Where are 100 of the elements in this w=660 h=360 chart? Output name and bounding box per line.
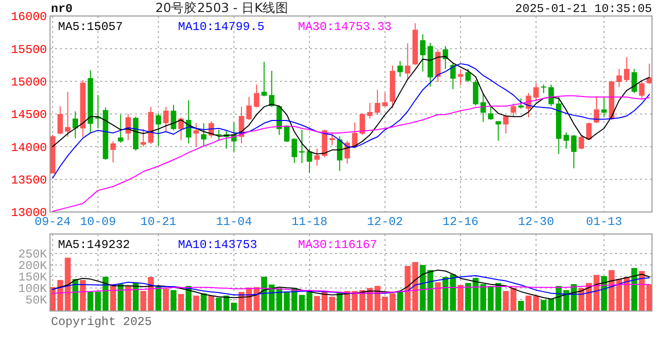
candlestick: [374, 89, 380, 116]
candlestick: [193, 122, 199, 148]
y-tick-label: 13500: [10, 174, 47, 188]
candlestick: [110, 140, 116, 163]
candlestick: [163, 106, 169, 132]
bar: [178, 294, 184, 311]
text: MA30:116167: [298, 238, 378, 252]
candlestick: [352, 122, 358, 148]
bar: [336, 292, 343, 311]
candlestick: [472, 80, 478, 106]
bar: [148, 276, 154, 311]
candlestick: [488, 106, 494, 120]
bar: [601, 276, 607, 311]
y-tick-label: 15500: [10, 42, 47, 57]
bar: [434, 282, 441, 311]
y-tick-label: 50K: [25, 294, 48, 308]
candlestick: [336, 136, 342, 172]
bar: [110, 284, 116, 311]
candlestick: [306, 148, 312, 174]
text: MA30:14753.33: [298, 20, 392, 34]
candlestick: [639, 80, 645, 99]
y-tick-label: 14000: [10, 140, 47, 155]
candlestick: [284, 124, 290, 143]
candlestick: [533, 82, 539, 101]
candlestick: [601, 97, 607, 118]
line-series: [52, 275, 650, 296]
x-tick-label: 11-04: [216, 215, 252, 229]
x-tick-label: 12-02: [366, 215, 403, 229]
candlestick: [382, 92, 388, 108]
chart-title: 20号胶2503 - 日K线图: [155, 0, 289, 15]
candlestick: [578, 134, 584, 150]
bar: [155, 286, 162, 311]
text: MA5:149232: [58, 238, 130, 252]
candlestick: [480, 93, 486, 122]
annotation: 2025-01-21 10:35:05: [515, 2, 652, 16]
x-tick-label: 12-16: [442, 215, 479, 229]
y-tick-label: 200K: [18, 259, 48, 274]
bar: [427, 270, 434, 311]
candlestick: [632, 68, 637, 94]
candlestick: [397, 60, 403, 78]
candlestick: [510, 103, 516, 118]
line-series: [52, 284, 650, 294]
candlestick: [458, 69, 464, 86]
candlestick: [329, 132, 335, 146]
candlestick: [571, 134, 577, 169]
candlestick: [246, 96, 252, 120]
x-tick-label: 11-18: [291, 215, 328, 229]
bar: [163, 288, 169, 311]
y-tick-label: 16000: [10, 10, 47, 24]
text: MA10:14799.5: [178, 20, 264, 34]
y-tick-label: 250K: [18, 248, 48, 262]
candlestick: [72, 110, 78, 139]
candlestick: [367, 102, 373, 120]
bar: [193, 296, 200, 311]
candlestick: [292, 138, 298, 164]
candlestick: [420, 34, 426, 72]
bar: [458, 285, 464, 311]
candlestick: [586, 122, 592, 141]
y-tick-label: 150K: [18, 270, 48, 285]
candlestick: [65, 91, 70, 138]
candlestick: [140, 128, 146, 148]
x-tick-label: 10-09: [80, 215, 116, 229]
bar: [140, 291, 146, 311]
candlestick: [360, 112, 366, 136]
candlestick: [616, 68, 622, 88]
x-tick-label: 10-21: [140, 215, 176, 229]
bar: [80, 280, 86, 311]
bar: [518, 300, 524, 311]
bar: [404, 266, 411, 311]
text: Copyright 2025: [51, 315, 152, 329]
candlestick: [314, 148, 320, 166]
line-series: [52, 270, 650, 300]
bar: [397, 291, 404, 311]
candlestick: [564, 132, 569, 150]
candlestick: [496, 120, 502, 142]
candlestick: [465, 68, 471, 82]
candlestick: [503, 114, 509, 134]
x-tick-label: 01-13: [586, 215, 622, 229]
bar: [125, 286, 132, 311]
text: MA10:143753: [178, 238, 258, 252]
candlestick: [118, 114, 124, 144]
annotation: nr0: [51, 2, 73, 16]
x-tick-label: 12-30: [518, 215, 554, 229]
bar: [170, 290, 176, 311]
candlestick: [518, 98, 524, 110]
candlestick: [299, 129, 305, 164]
candlestick: [156, 112, 162, 147]
candlestick: [261, 61, 267, 97]
candlestick: [404, 42, 410, 81]
text: MA5:15057: [58, 20, 123, 34]
candlestick: [200, 122, 206, 148]
candlestick: [268, 70, 274, 108]
candlestick: [548, 84, 554, 107]
y-tick-label: 100K: [18, 282, 48, 296]
y-tick-label: 15000: [10, 76, 47, 90]
candlestick: [57, 106, 63, 135]
y-tick-label: 14500: [10, 108, 47, 122]
line-series: [52, 63, 650, 179]
candlestick: [624, 56, 630, 82]
candlestick: [254, 84, 260, 108]
